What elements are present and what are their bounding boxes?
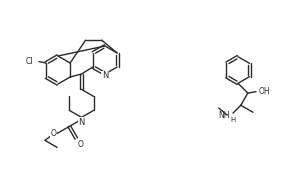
Text: NH: NH <box>218 111 230 120</box>
Text: Cl: Cl <box>26 57 33 66</box>
Text: O: O <box>77 140 83 149</box>
Text: H: H <box>230 117 236 123</box>
Text: N: N <box>102 71 108 80</box>
Text: OH: OH <box>259 87 271 96</box>
Text: O: O <box>50 129 56 138</box>
Text: N: N <box>78 118 85 127</box>
